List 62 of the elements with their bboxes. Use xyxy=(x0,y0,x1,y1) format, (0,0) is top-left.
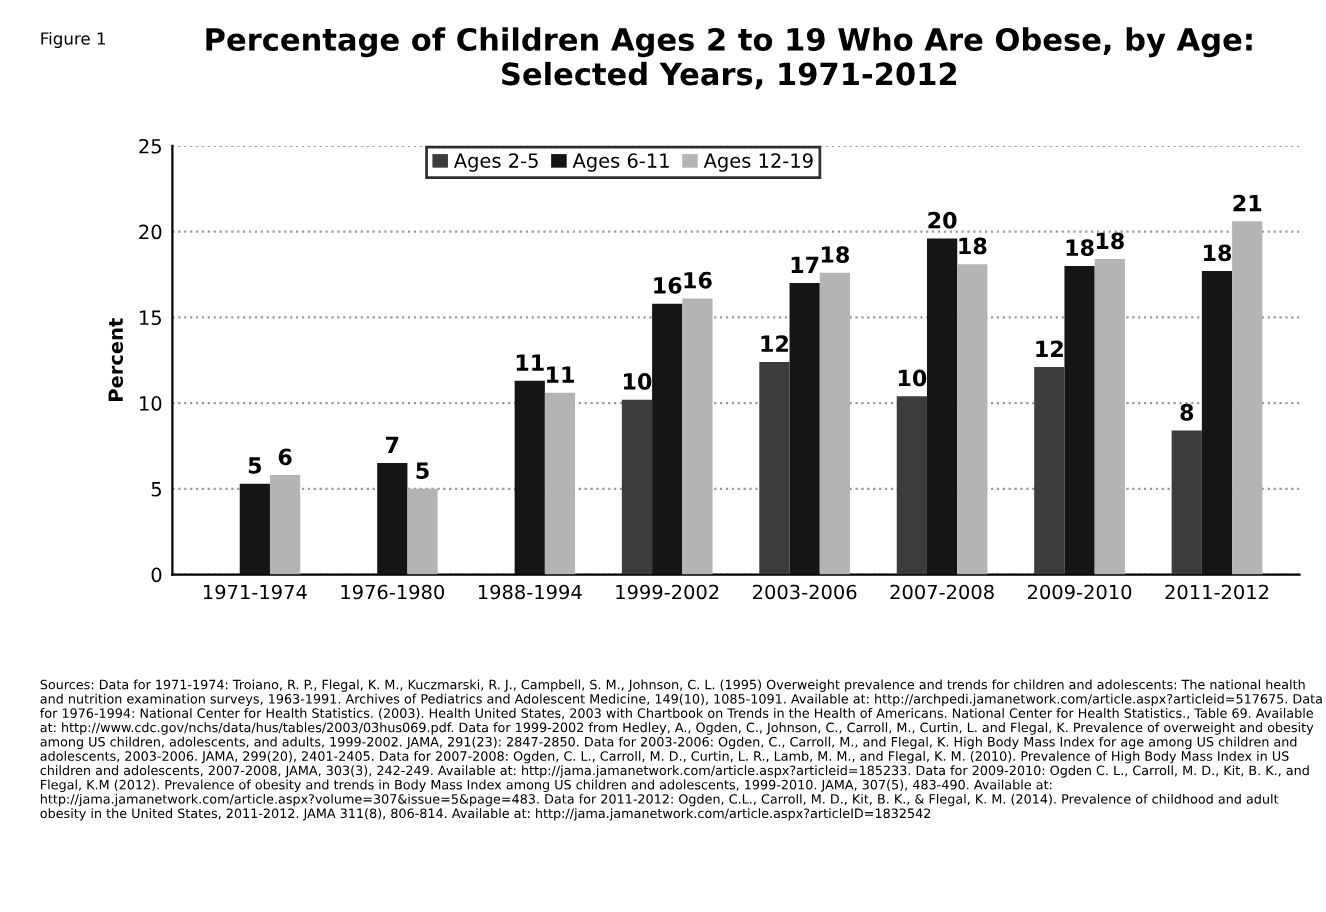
legend-label: Ages 12-19 xyxy=(703,153,813,172)
bar xyxy=(1034,367,1065,575)
y-axis-title: Percent xyxy=(108,318,124,401)
data-label: 18 xyxy=(1096,232,1124,250)
data-label: 17 xyxy=(791,256,819,273)
data-label: 10 xyxy=(898,369,927,387)
y-tick-label: 25 xyxy=(139,138,161,154)
x-tick-label: 2003-2006 xyxy=(753,584,857,600)
data-label: 16 xyxy=(684,271,712,289)
data-label: 11 xyxy=(516,354,544,371)
bar xyxy=(896,396,927,575)
data-label: 18 xyxy=(1066,239,1094,257)
legend-label: Ages 2-5 xyxy=(453,153,538,172)
bar xyxy=(1201,271,1233,575)
bar xyxy=(759,361,790,575)
y-tick-label: 5 xyxy=(151,482,161,497)
x-tick-label: 1976-1980 xyxy=(341,584,444,600)
bar xyxy=(652,303,683,575)
y-tick-label: 20 xyxy=(139,224,162,240)
data-label: 18 xyxy=(959,237,987,255)
legend-label: Ages 6-11 xyxy=(572,153,669,172)
data-label: 18 xyxy=(821,246,849,263)
bar xyxy=(1094,259,1125,575)
bar xyxy=(239,483,270,575)
data-label: 6 xyxy=(278,448,292,466)
bar xyxy=(926,238,958,575)
data-label: 10 xyxy=(624,373,652,390)
data-label: 7 xyxy=(386,436,399,453)
bar xyxy=(514,380,545,575)
y-tick-label: 10 xyxy=(140,396,162,411)
data-label: 11 xyxy=(547,366,574,383)
bar xyxy=(682,298,713,575)
bar xyxy=(544,392,576,575)
y-tick-label: 0 xyxy=(151,567,162,583)
x-tick-label: 1999-2002 xyxy=(616,584,719,600)
data-label: 12 xyxy=(761,335,788,352)
bar xyxy=(377,463,408,575)
bar xyxy=(819,272,851,575)
x-tick-label: 1971-1974 xyxy=(203,584,307,600)
bar xyxy=(621,399,653,575)
data-label: 20 xyxy=(928,211,957,229)
chart-title: Percentage of Children Ages 2 to 19 Who Are Obese, by Age: Selected Years, 1971-2012 xyxy=(206,27,1252,90)
data-label: 21 xyxy=(1233,194,1262,212)
data-label: 8 xyxy=(1180,403,1194,421)
bar xyxy=(789,283,820,575)
data-label: 16 xyxy=(654,277,682,294)
bar xyxy=(957,264,988,575)
x-tick-label: 1988-1994 xyxy=(478,584,582,600)
data-label: 12 xyxy=(1036,340,1063,357)
data-label: 18 xyxy=(1204,244,1232,262)
data-label: 5 xyxy=(248,457,262,474)
x-tick-label: 2011-2012 xyxy=(1165,584,1269,600)
bar xyxy=(1171,430,1202,575)
bar xyxy=(269,475,301,575)
x-tick-label: 2007-2008 xyxy=(890,584,994,600)
bar xyxy=(407,488,438,575)
caption: Figure 1 xyxy=(41,31,106,49)
data-label: 5 xyxy=(416,462,429,479)
y-tick-label: 15 xyxy=(140,310,161,326)
bar xyxy=(1232,221,1263,575)
bar xyxy=(1064,265,1095,575)
x-tick-label: 2009-2010 xyxy=(1027,584,1132,600)
